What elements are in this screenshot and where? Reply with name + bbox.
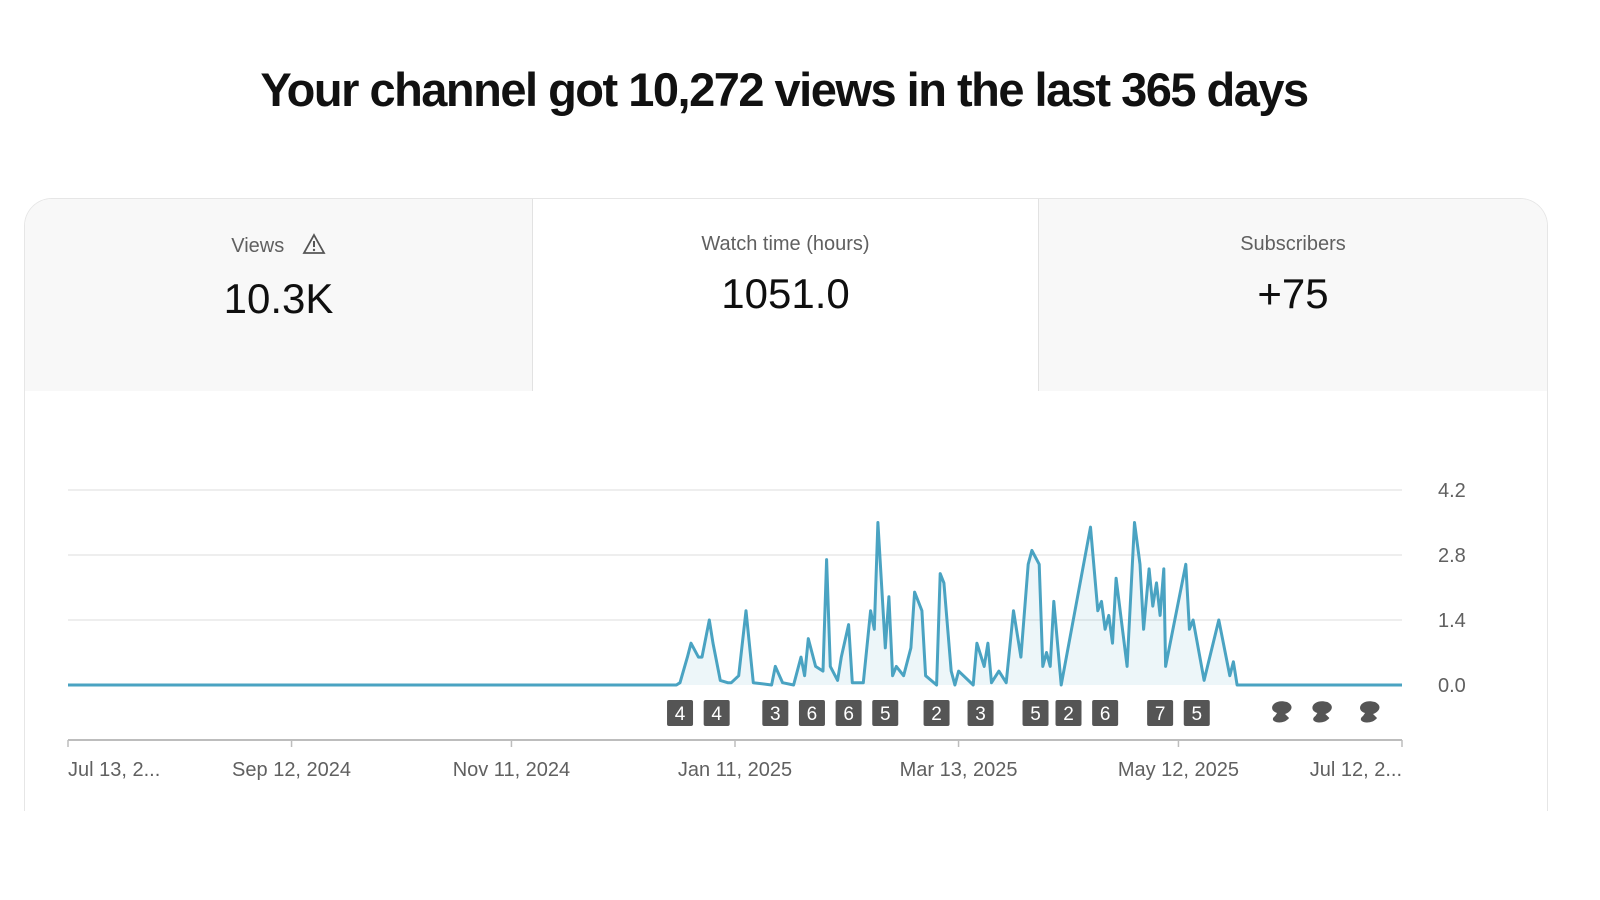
video-marker xyxy=(1147,700,1174,726)
shorts-icon xyxy=(1272,701,1292,723)
y-tick-label: 2.8 xyxy=(1438,545,1466,567)
video-marker xyxy=(1183,700,1210,726)
x-tick-label: Jan 11, 2025 xyxy=(678,759,792,781)
video-marker xyxy=(923,700,950,726)
video-marker-label: 6 xyxy=(807,704,818,725)
x-tick-label: Sep 12, 2024 xyxy=(232,759,351,781)
y-tick-label: 0.0 xyxy=(1438,675,1466,697)
video-marker xyxy=(667,700,694,726)
series-line xyxy=(68,521,1402,687)
tab-views-label: Views xyxy=(231,235,285,257)
video-marker-label: 5 xyxy=(1030,704,1041,725)
tab-watch-time[interactable]: Watch time (hours) 1051.0 xyxy=(533,199,1039,391)
video-marker-label: 6 xyxy=(843,704,854,725)
series-area xyxy=(68,522,1402,685)
video-marker xyxy=(1055,700,1082,726)
tab-subscribers[interactable]: Subscribers +75 xyxy=(1039,199,1547,391)
video-marker xyxy=(835,700,862,726)
page-title: Your channel got 10,272 views in the las… xyxy=(260,63,1309,116)
tab-views[interactable]: Views 10.3K xyxy=(25,199,533,391)
warning-icon[interactable] xyxy=(302,233,326,261)
y-tick-label: 1.4 xyxy=(1438,610,1466,632)
video-marker xyxy=(967,700,994,726)
video-marker xyxy=(762,700,789,726)
video-marker-label: 3 xyxy=(770,704,781,725)
video-marker-label: 6 xyxy=(1100,704,1111,725)
y-tick-label: 4.2 xyxy=(1438,480,1466,502)
video-marker xyxy=(798,700,825,726)
analytics-card: Views 10.3K Watch time (hours) 1051.0 Su… xyxy=(24,198,1548,811)
video-marker-label: 4 xyxy=(675,704,686,725)
x-tick-label: Jul 13, 2... xyxy=(68,759,160,781)
tab-watch-time-value: 1051.0 xyxy=(721,270,850,317)
video-marker-label: 5 xyxy=(1191,704,1202,725)
video-marker-label: 4 xyxy=(711,704,722,725)
video-marker xyxy=(1022,700,1049,726)
video-marker xyxy=(872,700,899,726)
video-marker xyxy=(703,700,730,726)
video-marker-label: 7 xyxy=(1155,704,1166,725)
video-marker-label: 5 xyxy=(880,704,891,725)
shorts-icon xyxy=(1360,701,1380,723)
tab-subscribers-value: +75 xyxy=(1257,270,1329,317)
tab-watch-time-label: Watch time (hours) xyxy=(701,233,870,255)
video-marker xyxy=(1092,700,1119,726)
tab-subscribers-label: Subscribers xyxy=(1240,233,1346,255)
video-marker-label: 2 xyxy=(931,704,942,725)
x-tick-label: Nov 11, 2024 xyxy=(453,759,571,781)
video-marker-label: 3 xyxy=(975,704,986,725)
video-marker-label: 2 xyxy=(1063,704,1074,725)
tab-views-value: 10.3K xyxy=(223,275,334,322)
shorts-icon xyxy=(1312,701,1332,723)
x-tick-label: May 12, 2025 xyxy=(1118,759,1239,781)
x-tick-label: Mar 13, 2025 xyxy=(900,759,1018,781)
x-tick-label: Jul 12, 2... xyxy=(1310,759,1402,781)
